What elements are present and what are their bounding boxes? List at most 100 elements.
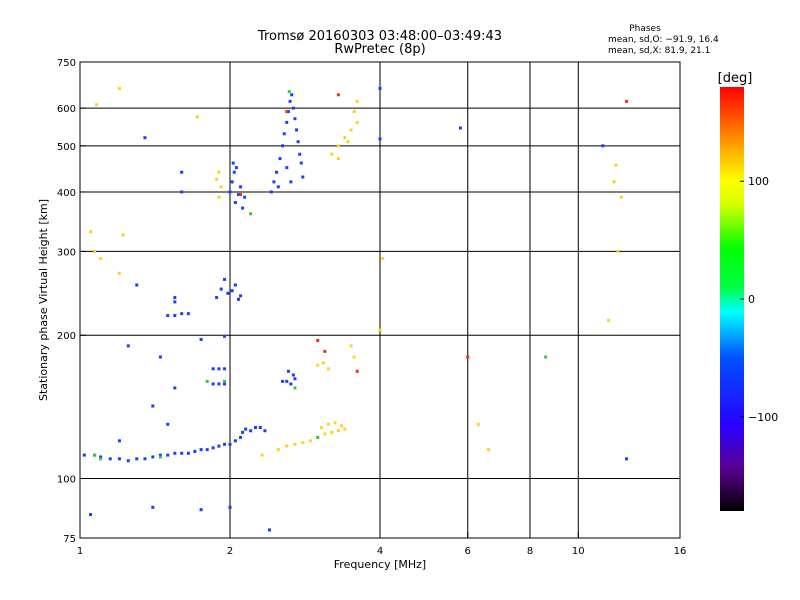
- data-point: [601, 144, 605, 148]
- data-point: [205, 448, 209, 452]
- data-point: [326, 367, 330, 371]
- data-point: [217, 195, 221, 199]
- data-point: [158, 455, 162, 459]
- data-point: [215, 296, 219, 300]
- data-point: [612, 180, 616, 184]
- data-point: [352, 110, 356, 114]
- data-point: [330, 430, 334, 434]
- x-tick-label: 8: [527, 546, 533, 557]
- data-point: [180, 190, 184, 194]
- data-point: [223, 334, 227, 338]
- data-point: [321, 361, 325, 365]
- x-tick-label: 10: [572, 546, 585, 557]
- data-point: [95, 103, 99, 107]
- data-point: [117, 439, 121, 443]
- data-point: [217, 382, 221, 386]
- data-point: [121, 233, 125, 237]
- data-point: [291, 106, 295, 110]
- axis-ticks: 1 2 4 6 8 10 16 75 100 200 300 400 500 600 750: [57, 58, 686, 557]
- data-point: [236, 297, 240, 301]
- data-point: [158, 355, 162, 359]
- data-point: [286, 369, 290, 373]
- data-point: [166, 453, 170, 457]
- data-point: [228, 442, 232, 446]
- x-tick-label: 16: [674, 546, 687, 557]
- data-point: [99, 455, 103, 459]
- data-point: [458, 126, 462, 130]
- data-point: [126, 459, 130, 463]
- data-point: [355, 369, 359, 373]
- data-point: [267, 528, 271, 532]
- data-point: [289, 180, 293, 184]
- data-point: [180, 312, 184, 316]
- data-point: [151, 404, 155, 408]
- data-point: [258, 425, 262, 429]
- data-point: [230, 289, 234, 293]
- data-point: [117, 271, 121, 275]
- data-point: [223, 442, 227, 446]
- data-point: [282, 132, 286, 136]
- data-point: [211, 367, 215, 371]
- data-point: [323, 432, 327, 436]
- data-point: [166, 314, 170, 318]
- data-point: [143, 136, 147, 140]
- data-point: [269, 190, 273, 194]
- data-point: [614, 163, 618, 167]
- data-point: [193, 449, 197, 453]
- data-point: [285, 120, 289, 124]
- legend-title: Phases: [629, 24, 661, 34]
- data-point: [333, 421, 337, 425]
- data-point: [195, 115, 199, 119]
- data-point: [319, 425, 323, 429]
- data-point: [287, 90, 291, 94]
- data-point: [276, 185, 280, 189]
- data-point: [330, 152, 334, 156]
- data-point: [336, 157, 340, 161]
- data-point: [355, 120, 359, 124]
- data-point: [293, 442, 297, 446]
- data-point: [205, 379, 209, 383]
- data-point: [336, 429, 340, 433]
- data-point: [166, 422, 170, 426]
- x-tick-label: 2: [227, 546, 233, 557]
- data-point: [349, 128, 353, 132]
- data-point: [285, 110, 289, 114]
- data-point: [299, 161, 303, 165]
- data-point: [173, 451, 177, 455]
- y-tick-label: 200: [57, 331, 76, 342]
- data-point: [232, 170, 236, 174]
- data-point: [291, 373, 295, 377]
- x-tick-label: 1: [77, 546, 83, 557]
- data-point: [293, 117, 297, 121]
- data-point: [143, 457, 147, 461]
- data-point: [378, 328, 382, 332]
- data-point: [308, 439, 312, 443]
- data-point: [230, 180, 234, 184]
- data-point: [219, 185, 223, 189]
- data-point: [117, 86, 121, 90]
- data-point: [323, 349, 327, 353]
- data-point: [316, 338, 320, 342]
- data-point: [228, 190, 232, 194]
- data-point: [244, 427, 248, 431]
- data-point: [126, 344, 130, 348]
- data-point: [217, 367, 221, 371]
- y-tick-label: 400: [57, 188, 76, 199]
- data-point: [253, 425, 257, 429]
- data-point: [276, 448, 280, 452]
- data-point: [298, 152, 302, 156]
- data-point: [151, 505, 155, 509]
- data-point: [239, 435, 243, 439]
- data-point: [233, 201, 237, 205]
- data-point: [263, 429, 267, 433]
- data-point: [295, 128, 299, 132]
- y-tick-label: 300: [57, 247, 76, 258]
- data-point: [135, 283, 139, 287]
- data-point: [239, 193, 243, 197]
- gridlines: [80, 62, 680, 538]
- data-point: [336, 144, 340, 148]
- data-point: [293, 377, 297, 381]
- data-point: [289, 382, 293, 386]
- data-point: [316, 435, 320, 439]
